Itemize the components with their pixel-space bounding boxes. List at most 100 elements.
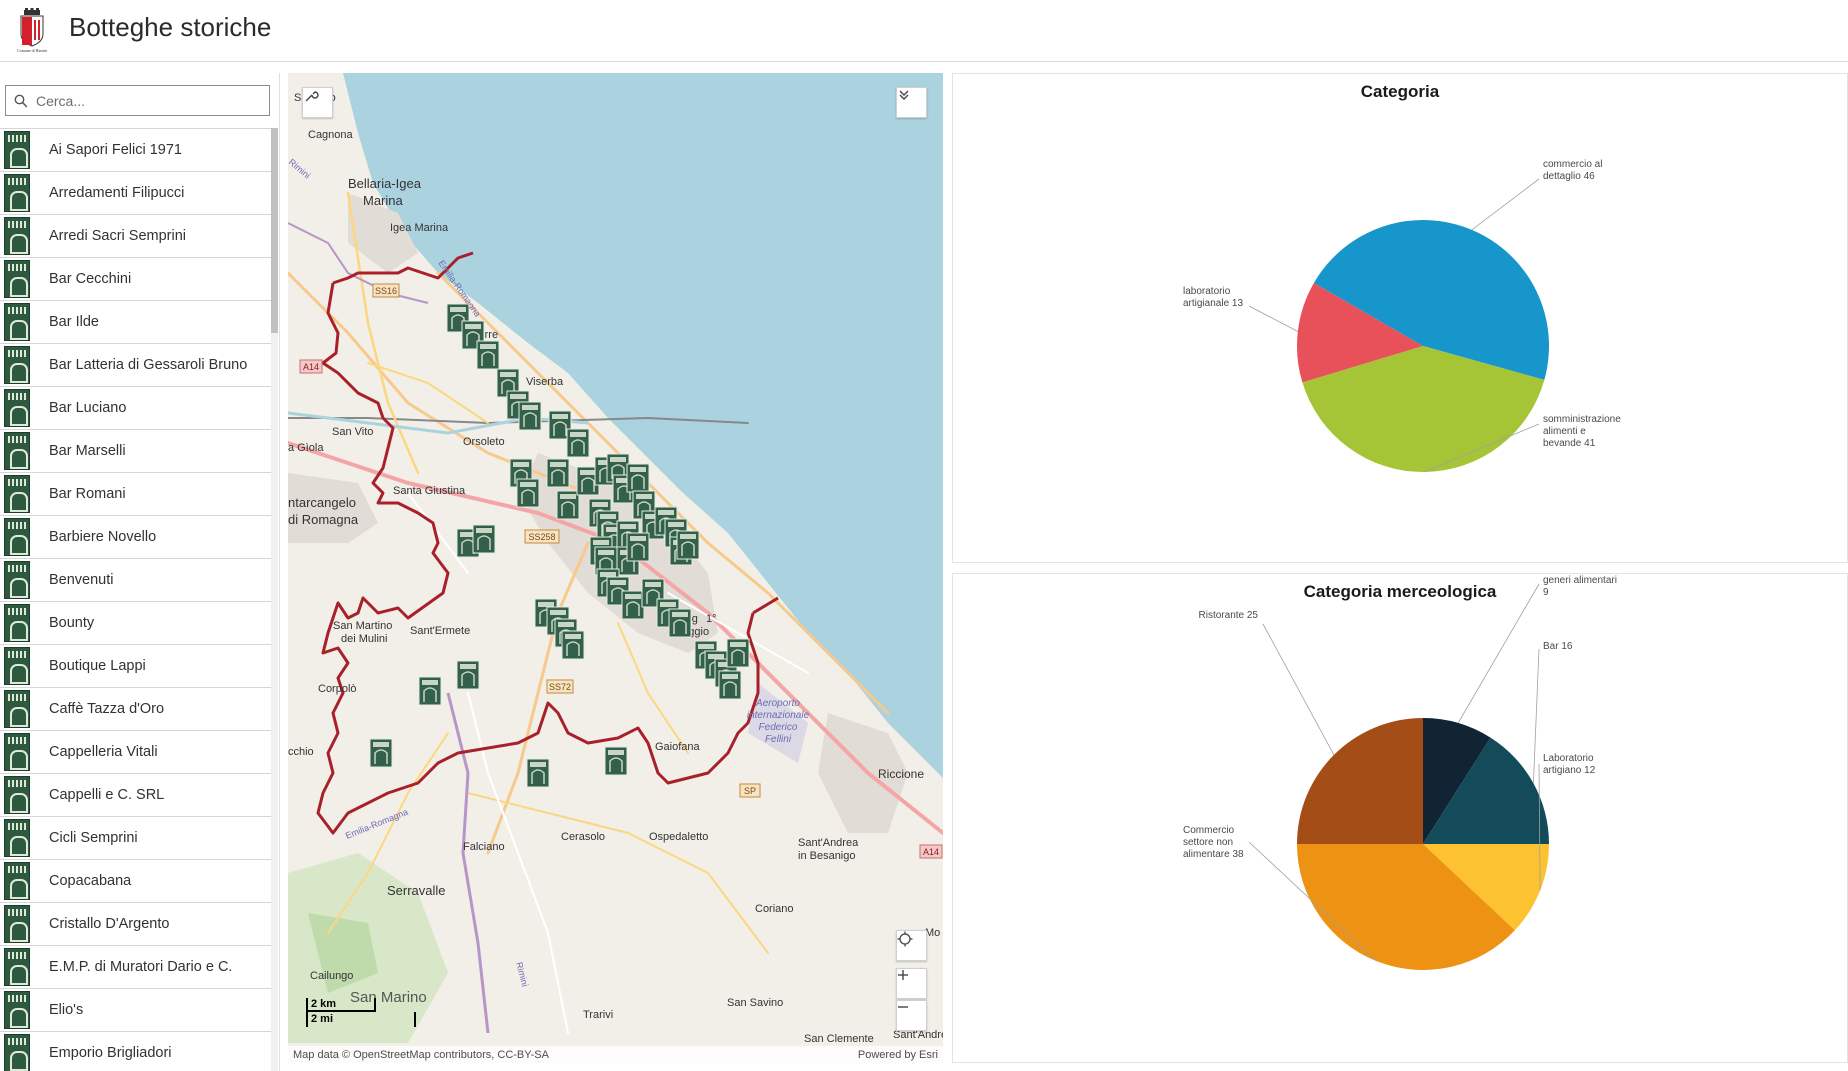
list-item[interactable]: Bounty xyxy=(0,602,271,645)
shop-marker[interactable] xyxy=(676,530,700,560)
place-label: Sant'Ermete xyxy=(410,625,470,637)
shop-marker[interactable] xyxy=(526,758,550,788)
scale-bar: 2 km 2 mi xyxy=(304,998,416,1032)
leader-line xyxy=(1457,583,1540,724)
pie-slice[interactable] xyxy=(1423,844,1549,931)
place-label: San Savino xyxy=(727,997,783,1009)
pie-slice[interactable] xyxy=(1302,346,1545,472)
shop-marker[interactable] xyxy=(472,524,496,554)
list-item[interactable]: Arredamenti Filipucci xyxy=(0,172,271,215)
search-icon xyxy=(6,86,36,115)
slice-label: Bar 16 xyxy=(1543,641,1573,652)
search-box[interactable] xyxy=(5,85,270,116)
shop-marker[interactable] xyxy=(476,340,500,370)
place-label: Aeroporto xyxy=(755,698,800,709)
place-label: Santa Giustina xyxy=(393,485,466,497)
list-item-label: Bar Marselli xyxy=(49,443,126,459)
pie-slice[interactable] xyxy=(1313,220,1549,380)
pie-slice[interactable] xyxy=(1297,718,1423,844)
locate-icon xyxy=(897,931,913,947)
place-label: Corpolò xyxy=(318,683,357,695)
chart-title: Categoria merceologica xyxy=(1303,582,1497,601)
list-item[interactable]: Ai Sapori Felici 1971 xyxy=(0,129,271,172)
list-item[interactable]: Bar Cecchini xyxy=(0,258,271,301)
collapse-button[interactable] xyxy=(896,87,927,118)
list-item[interactable]: Cristallo D'Argento xyxy=(0,903,271,946)
app-header: Comune di Rimini Botteghe storiche xyxy=(0,0,1848,62)
list-item[interactable]: Cappelleria Vitali xyxy=(0,731,271,774)
shop-marker[interactable] xyxy=(668,608,692,638)
list-item[interactable]: Bar Latteria di Gessaroli Bruno xyxy=(0,344,271,387)
shop-marker[interactable] xyxy=(518,401,542,431)
zoom-out-button[interactable] xyxy=(896,1000,927,1031)
list-item-label: Elio's xyxy=(49,1002,84,1018)
list-item[interactable]: Bar Romani xyxy=(0,473,271,516)
shop-marker[interactable] xyxy=(556,490,580,520)
map-attribution: Map data © OpenStreetMap contributors, C… xyxy=(288,1046,943,1063)
attribution-text: Map data © OpenStreetMap contributors, C… xyxy=(293,1048,549,1061)
list-item-label: Copacabana xyxy=(49,873,132,889)
list-item[interactable]: Bar Marselli xyxy=(0,430,271,473)
pie-slice[interactable] xyxy=(1297,844,1515,970)
list-item[interactable]: Arredi Sacri Semprini xyxy=(0,215,271,258)
shop-marker[interactable] xyxy=(621,590,645,620)
shop-marker[interactable] xyxy=(726,638,750,668)
place-label: Viserba xyxy=(526,376,564,388)
shop-thumbnail xyxy=(4,604,30,642)
list-item[interactable]: Bar Ilde xyxy=(0,301,271,344)
pie-slice[interactable] xyxy=(1297,283,1423,383)
place-label: San Martino xyxy=(333,620,392,632)
pie-slice[interactable] xyxy=(1423,718,1491,844)
list-item[interactable]: Barbiere Novello xyxy=(0,516,271,559)
list-item[interactable]: Benvenuti xyxy=(0,559,271,602)
list-item[interactable]: Boutique Lappi xyxy=(0,645,271,688)
search-input[interactable] xyxy=(36,92,256,109)
place-label: Orsoleto xyxy=(463,436,505,448)
shop-marker[interactable] xyxy=(548,410,572,440)
list-item-label: Cappelleria Vitali xyxy=(49,744,158,760)
slice-label: somministrazione alimenti e bevande 41 xyxy=(1543,414,1621,449)
shop-marker[interactable] xyxy=(418,676,442,706)
locate-button[interactable] xyxy=(896,930,927,961)
shop-thumbnail xyxy=(4,518,30,556)
shop-marker[interactable] xyxy=(561,630,585,660)
shop-thumbnail xyxy=(4,776,30,814)
shop-marker[interactable] xyxy=(546,458,570,488)
slice-label: Laboratorio artigiano 12 xyxy=(1543,753,1596,776)
place-label: in Besanigo xyxy=(798,850,856,862)
list-item-label: Cicli Semprini xyxy=(49,830,138,846)
shop-marker[interactable] xyxy=(626,463,650,493)
leader-line xyxy=(1471,178,1540,231)
shop-thumbnail xyxy=(4,174,30,212)
list-scroll-thumb[interactable] xyxy=(271,128,278,333)
place-label: internazionale xyxy=(747,710,810,721)
list-item[interactable]: Caffè Tazza d'Oro xyxy=(0,688,271,731)
zoom-in-button[interactable] xyxy=(896,968,927,999)
pie-slice[interactable] xyxy=(1423,737,1549,844)
list-item[interactable]: Elio's xyxy=(0,989,271,1032)
leader-line xyxy=(1538,763,1541,891)
shop-marker[interactable] xyxy=(369,738,393,768)
shop-marker[interactable] xyxy=(604,746,628,776)
chart-title: Categoria xyxy=(1360,82,1440,101)
list-item[interactable]: Copacabana xyxy=(0,860,271,903)
leader-line xyxy=(1248,305,1299,332)
list-item[interactable]: Cicli Semprini xyxy=(0,817,271,860)
shop-marker[interactable] xyxy=(516,478,540,508)
shop-thumbnail xyxy=(4,862,30,900)
tools-button[interactable] xyxy=(302,87,333,118)
shop-thumbnail xyxy=(4,389,30,427)
map-view[interactable]: SS16 A14 SS258 SS72 SP A14 Sa ro Cagnona… xyxy=(288,73,943,1063)
list-item[interactable]: Bar Luciano xyxy=(0,387,271,430)
list-scrollbar[interactable] xyxy=(271,128,278,1071)
map-markers xyxy=(369,303,750,788)
shop-marker[interactable] xyxy=(496,368,520,398)
shop-marker[interactable] xyxy=(456,660,480,690)
shop-marker[interactable] xyxy=(718,670,742,700)
shop-marker[interactable] xyxy=(626,532,650,562)
shop-marker[interactable] xyxy=(566,428,590,458)
list-item[interactable]: E.M.P. di Muratori Dario e C. xyxy=(0,946,271,989)
place-label: Falciano xyxy=(463,841,505,853)
list-item[interactable]: Cappelli e C. SRL xyxy=(0,774,271,817)
list-item[interactable]: Emporio Brigliadori xyxy=(0,1032,271,1071)
